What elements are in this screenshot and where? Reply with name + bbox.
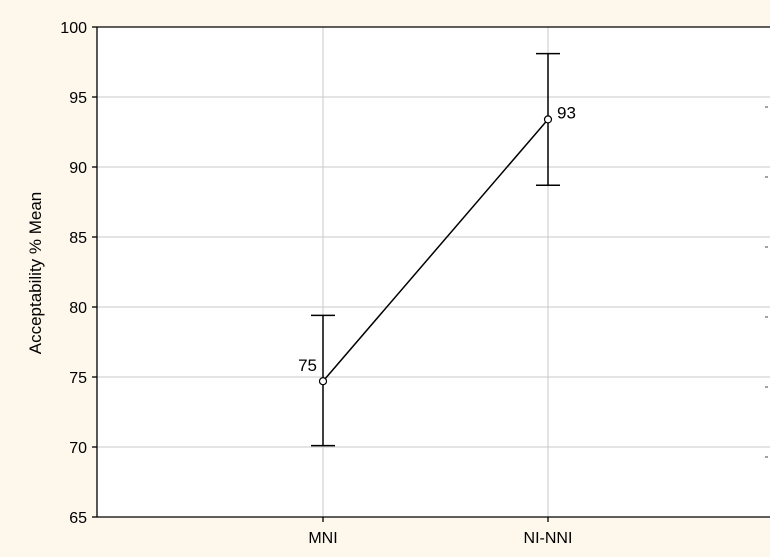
y-tick-label: 65 <box>69 510 87 527</box>
x-tick-label: MNI <box>308 530 337 547</box>
y-tick-label: 100 <box>60 20 87 37</box>
data-point <box>543 115 553 124</box>
data-point <box>318 377 328 386</box>
y-tick-label: 70 <box>69 440 87 457</box>
series: 75 93 <box>298 52 576 447</box>
y-tick-label: 95 <box>69 90 87 107</box>
axes <box>96 26 770 518</box>
x-ticks: MNI NI-NNI <box>308 517 572 547</box>
plot-area <box>97 27 770 517</box>
y-tick-label: 85 <box>69 230 87 247</box>
x-tick-label: NI-NNI <box>524 530 573 547</box>
right-edge-ticks <box>765 106 768 458</box>
grid-lines <box>97 27 770 517</box>
y-tick-label: 80 <box>69 300 87 317</box>
data-label: 93 <box>557 103 576 122</box>
series-line <box>322 118 549 382</box>
y-ticks: 65 70 75 80 85 90 95 100 <box>60 20 97 527</box>
y-tick-label: 75 <box>69 370 87 387</box>
data-label: 75 <box>298 356 317 375</box>
y-tick-label: 90 <box>69 160 87 177</box>
y-axis-title: Acceptability % Mean <box>26 192 45 355</box>
